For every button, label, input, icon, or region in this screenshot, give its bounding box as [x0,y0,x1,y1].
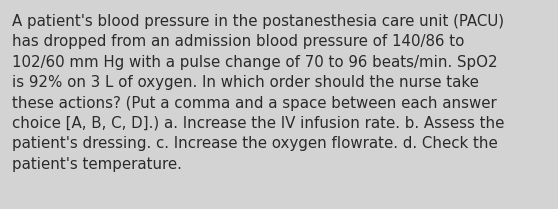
Text: A patient's blood pressure in the postanesthesia care unit (PACU)
has dropped fr: A patient's blood pressure in the postan… [12,14,504,172]
